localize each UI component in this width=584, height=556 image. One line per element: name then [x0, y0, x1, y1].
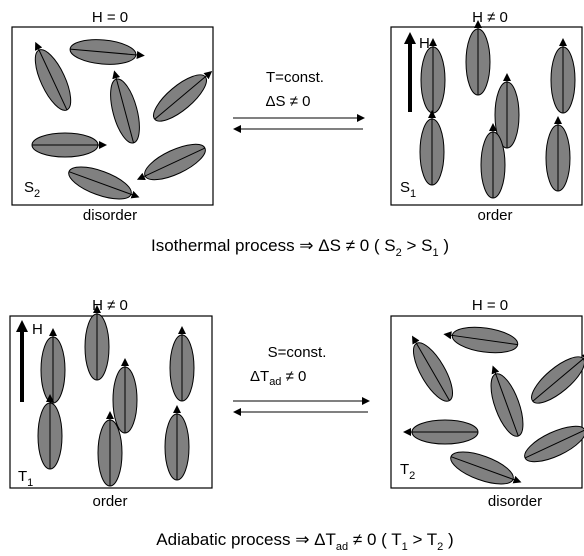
condition: T=const.	[266, 69, 324, 86]
field-label: H ≠ 0	[472, 9, 508, 26]
state-label: disorder	[83, 207, 137, 224]
field-arrow-label: H	[32, 321, 43, 338]
diagram: H = 0 H ≠ 0 T=const. ΔS ≠ 0 disorder ord…	[0, 0, 584, 556]
caption: Isothermal process ⇒ ΔS ≠ 0 ( S2 > S1 )	[151, 236, 449, 259]
field-label: H = 0	[92, 9, 128, 26]
condition: S=const.	[268, 344, 327, 361]
state-label: order	[477, 207, 512, 224]
field-label: H = 0	[472, 297, 508, 314]
state-label: order	[92, 493, 127, 510]
page: {"top": {"left_field": "H = 0", "right_f…	[0, 0, 584, 556]
change: ΔTad ≠ 0	[250, 368, 306, 388]
caption: Adiabatic process ⇒ ΔTad ≠ 0 ( T1 > T2 )	[156, 530, 453, 553]
state-label: disorder	[488, 493, 542, 510]
change: ΔS ≠ 0	[266, 93, 311, 110]
